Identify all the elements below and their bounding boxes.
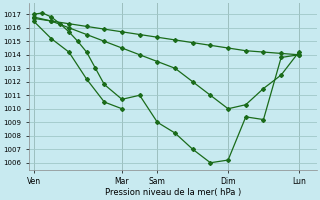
X-axis label: Pression niveau de la mer( hPa ): Pression niveau de la mer( hPa ) xyxy=(105,188,241,197)
